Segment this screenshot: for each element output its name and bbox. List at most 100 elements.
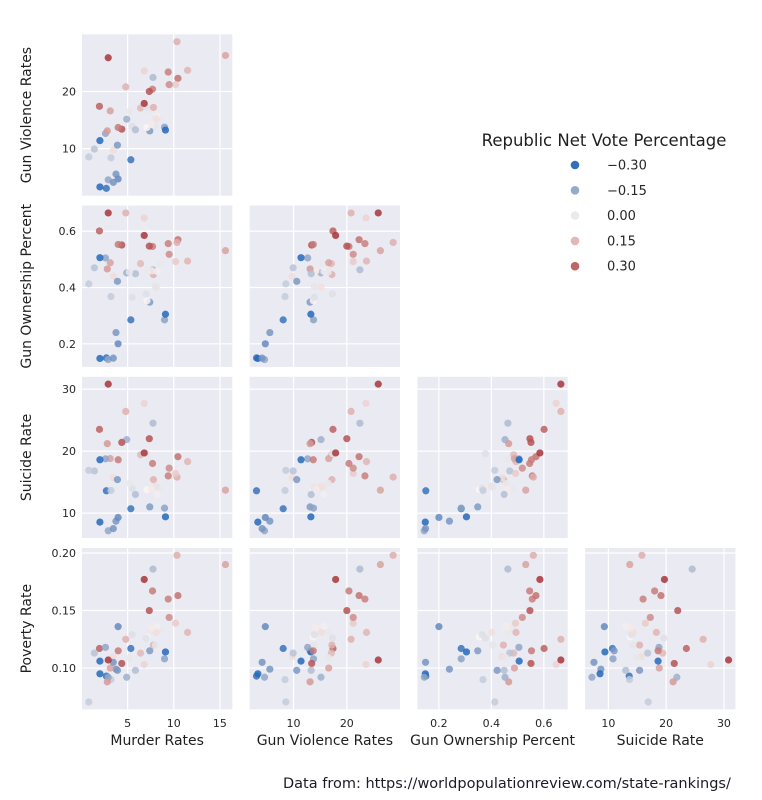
- data-point: [626, 560, 634, 569]
- data-point: [491, 698, 499, 706]
- data-point: [96, 183, 104, 191]
- data-point: [266, 328, 274, 337]
- data-point: [435, 623, 443, 631]
- data-point: [636, 666, 644, 674]
- data-point: [349, 469, 357, 478]
- data-point: [362, 458, 371, 466]
- data-point: [361, 472, 369, 480]
- data-point: [488, 483, 497, 491]
- data-point: [590, 658, 598, 666]
- x-tick-label: 20: [340, 717, 354, 730]
- data-point: [389, 473, 397, 481]
- data-point: [131, 666, 140, 674]
- data-point: [670, 659, 678, 668]
- data-point: [355, 453, 363, 461]
- y-axis-label: Gun Violence Rates: [19, 47, 35, 183]
- data-point: [320, 623, 328, 631]
- data-point: [609, 655, 617, 663]
- data-point: [107, 154, 115, 162]
- data-point: [622, 666, 630, 674]
- data-point: [221, 247, 230, 255]
- x-axis-label: Murder Rates: [110, 733, 204, 749]
- data-point: [512, 628, 520, 636]
- data-point: [522, 560, 530, 569]
- y-tick-label: 10: [62, 143, 76, 156]
- data-point: [164, 595, 172, 603]
- data-point: [356, 419, 364, 427]
- data-point: [161, 126, 170, 134]
- data-point: [345, 459, 353, 468]
- data-point: [95, 644, 104, 653]
- data-point: [252, 487, 261, 495]
- data-point: [95, 425, 104, 433]
- data-point: [148, 485, 156, 493]
- data-point: [660, 575, 669, 584]
- data-point: [107, 486, 115, 495]
- data-point: [151, 282, 159, 290]
- data-point: [307, 490, 315, 499]
- data-point: [153, 267, 161, 276]
- data-point: [552, 660, 560, 669]
- data-points: [420, 380, 565, 535]
- data-point: [140, 214, 148, 222]
- legend-label: −0.15: [607, 184, 647, 199]
- scatter-panel-suicide-vs-gv: [249, 376, 400, 539]
- data-point: [106, 664, 114, 672]
- x-axis-label: Gun Ownership Percent: [410, 733, 575, 749]
- data-point: [127, 644, 135, 653]
- data-point: [106, 259, 114, 267]
- data-point: [515, 643, 523, 651]
- data-point: [118, 659, 126, 668]
- data-point: [349, 619, 357, 627]
- data-point: [638, 551, 646, 559]
- data-point: [96, 456, 104, 464]
- x-axis-label: Gun Violence Rates: [257, 733, 393, 749]
- data-point: [114, 647, 122, 655]
- data-point: [281, 292, 289, 301]
- panel-background: [249, 205, 400, 367]
- x-tick-label: 5: [124, 717, 131, 730]
- data-point: [488, 641, 497, 649]
- data-point: [376, 247, 384, 255]
- data-point: [515, 456, 523, 464]
- data-point: [500, 490, 508, 499]
- x-tick-label: 0.6: [535, 717, 553, 730]
- data-point: [142, 290, 150, 298]
- data-point: [625, 675, 634, 684]
- data-point: [153, 490, 161, 499]
- data-point: [123, 115, 131, 123]
- data-point: [518, 613, 526, 622]
- data-point: [161, 648, 170, 656]
- data-point: [148, 624, 156, 632]
- data-point: [445, 665, 454, 673]
- data-point: [113, 666, 122, 674]
- data-point: [258, 525, 266, 533]
- data-point: [293, 666, 301, 674]
- legend-marker: [570, 236, 580, 246]
- data-point: [639, 595, 647, 603]
- data-point: [148, 121, 156, 129]
- data-point: [329, 425, 337, 433]
- data-point: [161, 513, 170, 521]
- data-point: [114, 456, 122, 464]
- data-point: [422, 487, 430, 495]
- data-point: [140, 399, 148, 407]
- data-point: [297, 254, 305, 262]
- x-tick-label: 0.2: [430, 717, 448, 730]
- y-tick-label: 0.6: [59, 225, 77, 238]
- data-points: [420, 551, 565, 706]
- data-point: [526, 606, 534, 615]
- data-point: [149, 73, 157, 82]
- data-point: [109, 354, 117, 362]
- x-tick-label: 10: [287, 717, 301, 730]
- x-tick-label: 20: [659, 717, 673, 730]
- data-point: [324, 479, 332, 487]
- x-tick-label: 10: [601, 717, 615, 730]
- data-point: [142, 634, 150, 642]
- data-point: [152, 115, 160, 123]
- data-point: [149, 565, 157, 573]
- data-point: [310, 631, 318, 639]
- data-point: [164, 240, 172, 248]
- data-point: [421, 525, 430, 533]
- panel-background: [249, 376, 400, 539]
